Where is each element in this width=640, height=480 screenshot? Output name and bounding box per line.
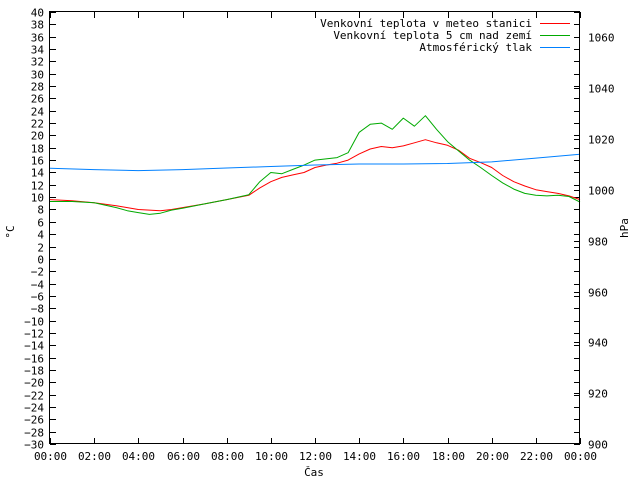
legend-label: Venkovní teplota 5 cm nad zemí — [333, 29, 532, 42]
y-left-axis-label: °C — [4, 225, 17, 238]
y-right-tick-label: 1060 — [588, 32, 615, 45]
y-left-tick-label: 12 — [31, 180, 44, 193]
x-tick-label: 00:00 — [34, 450, 67, 463]
y-left-tick-label: −2 — [31, 266, 44, 279]
x-tick-label: 14:00 — [343, 450, 376, 463]
y-left-tick-label: −20 — [24, 377, 44, 390]
y-left-tick-label: 2 — [37, 242, 44, 255]
y-left-tick-label: −18 — [24, 365, 44, 378]
y-left-tick-label: 36 — [31, 32, 44, 45]
y-right-tick-label: 900 — [588, 439, 608, 452]
series-line-2 — [50, 115, 581, 215]
x-tick-label: 22:00 — [520, 450, 553, 463]
y-left-tick-label: −22 — [24, 390, 44, 403]
plot-frame — [49, 11, 580, 444]
y-left-tick-label: −14 — [24, 340, 44, 353]
y-left-tick-label: 18 — [31, 143, 44, 156]
y-left-tick-label: −16 — [24, 353, 44, 366]
y-left-tick-label: 24 — [31, 106, 45, 119]
series-line-1 — [49, 139, 581, 212]
y-right-tick-label: 920 — [588, 388, 608, 401]
legend-label: Venkovní teplota v meteo stanici — [320, 17, 532, 30]
y-left-tick-label: 26 — [31, 93, 44, 106]
y-left-tick-label: 38 — [31, 19, 44, 32]
x-tick-label: 18:00 — [432, 450, 465, 463]
y-left-tick-label: −12 — [24, 328, 44, 341]
y-right-tick-label: 940 — [588, 337, 608, 350]
y-left-tick-label: 0 — [37, 254, 44, 267]
x-axis-label: Čas — [304, 466, 324, 479]
x-tick-label: 06:00 — [167, 450, 200, 463]
legend: Venkovní teplota v meteo staniciVenkovní… — [320, 17, 570, 54]
x-tick-label: 10:00 — [255, 450, 288, 463]
y-left-tick-label: −24 — [24, 402, 44, 415]
y-left-tick-label: −30 — [24, 439, 44, 452]
y-left-tick-label: 34 — [31, 44, 45, 57]
x-tick-label: 02:00 — [78, 450, 111, 463]
x-tick-label: 16:00 — [387, 450, 420, 463]
y-left-tick-label: 32 — [31, 56, 44, 69]
y-right-tick-label: 1000 — [588, 185, 615, 198]
y-left-tick-label: −6 — [31, 291, 44, 304]
y-right-tick-label: 1040 — [588, 83, 615, 96]
y-right-tick-label: 980 — [588, 236, 608, 249]
series-layer — [49, 115, 581, 215]
y-left-tick-label: 40 — [31, 7, 44, 20]
y-left-tick-label: −4 — [31, 279, 45, 292]
y-left-tick-label: −8 — [31, 303, 44, 316]
y-left-tick-label: 14 — [31, 167, 45, 180]
x-tick-label: 00:00 — [564, 450, 597, 463]
y-right-tick-label: 960 — [588, 287, 608, 300]
y-left-tick-label: 30 — [31, 69, 44, 82]
y-left-tick-label: 8 — [37, 204, 44, 217]
y-left-tick-label: 6 — [37, 217, 44, 230]
y-left-tick-label: 22 — [31, 118, 44, 131]
legend-label: Atmosférický tlak — [419, 41, 532, 54]
x-tick-label: 04:00 — [122, 450, 155, 463]
y-left-tick-label: 16 — [31, 155, 44, 168]
y-left-tick-label: 10 — [31, 192, 44, 205]
y-left-tick-label: −28 — [24, 427, 44, 440]
ticks-layer: −30−28−26−24−22−20−18−16−14−12−10−8−6−4−… — [24, 7, 614, 464]
x-tick-label: 08:00 — [211, 450, 244, 463]
x-tick-label: 12:00 — [299, 450, 332, 463]
y-right-axis-label: hPa — [618, 218, 631, 238]
y-right-tick-label: 1020 — [588, 134, 615, 147]
y-left-tick-label: 28 — [31, 81, 44, 94]
y-left-tick-label: 4 — [37, 229, 44, 242]
y-left-tick-label: 20 — [31, 130, 44, 143]
series-line-3 — [49, 153, 581, 172]
x-tick-label: 20:00 — [476, 450, 509, 463]
y-left-tick-label: −10 — [24, 316, 44, 329]
y-left-tick-label: −26 — [24, 414, 44, 427]
